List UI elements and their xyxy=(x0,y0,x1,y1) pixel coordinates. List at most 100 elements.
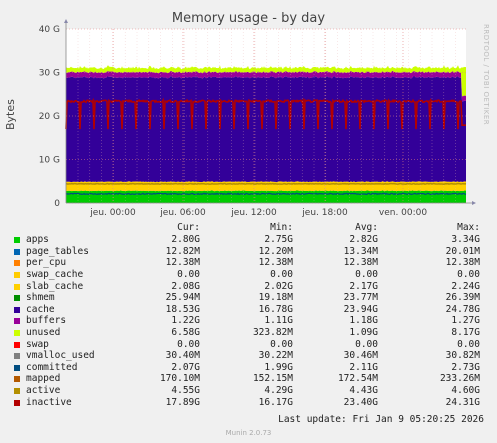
last-update-text: Last update: Fri Jan 9 05:20:25 2026 xyxy=(278,414,484,425)
legend-column-header: Min: xyxy=(270,222,293,233)
y-tick-label: 10 G xyxy=(39,156,60,166)
legend-series-name: unused xyxy=(26,327,61,338)
legend-row-vmalloc_used: vmalloc_used 30.40M 30.22M 30.46M 30.82M xyxy=(0,350,497,362)
legend-value-cur: 0.00 xyxy=(177,269,200,280)
legend-series-name: apps xyxy=(26,234,49,246)
y-tick-label: 30 G xyxy=(39,69,60,79)
legend-value-min: 12.38M xyxy=(258,257,293,269)
legend-value-cur: 2.08G xyxy=(171,280,200,292)
legend-series-name: vmalloc_used xyxy=(26,350,95,362)
legend-value-min: 0.00 xyxy=(270,269,293,280)
legend-value-cur: 1.22G xyxy=(171,315,200,327)
legend-value-avg: 0.00 xyxy=(355,338,378,350)
legend-value-cur: 2.07G xyxy=(171,361,200,373)
area-buffers xyxy=(66,70,466,102)
legend-value-avg: 172.54M xyxy=(337,373,378,385)
legend-value-cur: 4.55G xyxy=(171,385,200,396)
y-tick-label: 0 xyxy=(54,199,60,209)
legend-value-min: 323.82M xyxy=(252,327,293,338)
legend-value-avg: 23.94G xyxy=(343,303,378,315)
legend-value-min: 16.17G xyxy=(258,396,293,408)
legend-swatch xyxy=(14,237,20,244)
legend-header: Cur: Min: Avg: Max: xyxy=(0,222,497,234)
legend-value-min: 1.11G xyxy=(264,315,293,327)
legend-row-slab_cache: slab_cache 2.08G 2.02G 2.17G 2.24G xyxy=(0,281,497,293)
legend-value-avg: 4.43G xyxy=(349,385,378,396)
chart-title: Memory usage - by day xyxy=(171,11,326,26)
legend-value-max: 24.78G xyxy=(445,303,480,315)
legend-swatch xyxy=(14,341,20,348)
legend-row-unused: unused 6.58G 323.82M 1.09G 8.17G xyxy=(0,327,497,339)
legend-value-max: 4.60G xyxy=(451,385,480,396)
legend-swatch xyxy=(14,260,20,267)
area-cache xyxy=(66,76,466,183)
legend-series-name: mapped xyxy=(26,373,61,385)
legend-row-buffers: buffers 1.22G 1.11G 1.18G 1.27G xyxy=(0,315,497,327)
legend-value-cur: 25.94M xyxy=(165,292,200,304)
legend-value-min: 1.99G xyxy=(264,361,293,373)
line-inactive xyxy=(65,97,466,130)
legend-swatch xyxy=(14,295,20,302)
legend-series-name: shmem xyxy=(26,292,55,304)
legend-value-max: 1.27G xyxy=(451,315,480,327)
legend-value-avg: 12.38M xyxy=(343,257,378,269)
legend-column-header: Avg: xyxy=(355,222,378,233)
legend-value-cur: 2.80G xyxy=(171,234,200,246)
legend-value-max: 8.17G xyxy=(451,327,480,338)
legend-value-avg: 23.40G xyxy=(343,396,378,408)
x-tick-label: jeu. 00:00 xyxy=(89,208,136,218)
x-tick-label: ven. 00:00 xyxy=(379,208,427,218)
y-tick-label: 40 G xyxy=(39,25,60,35)
legend-value-avg: 1.18G xyxy=(349,315,378,327)
legend-value-max: 12.38M xyxy=(445,257,480,269)
legend-row-active: active 4.55G 4.29G 4.43G 4.60G xyxy=(0,385,497,397)
legend-value-min: 0.00 xyxy=(270,338,293,350)
legend-series-name: active xyxy=(26,385,61,396)
legend-value-max: 20.01M xyxy=(445,245,480,257)
legend-series-name: swap_cache xyxy=(26,269,84,280)
legend-row-swap: swap 0.00 0.00 0.00 0.00 xyxy=(0,339,497,351)
area-unused xyxy=(66,65,466,97)
legend-value-max: 0.00 xyxy=(457,338,480,350)
legend-value-avg: 30.46M xyxy=(343,350,378,362)
line-committed xyxy=(65,192,467,196)
rrdtool-side-label: RRDTOOL / TOBI OETIKER xyxy=(482,24,490,126)
legend-series-name: page_tables xyxy=(26,245,89,257)
legend-value-cur: 0.00 xyxy=(177,338,200,350)
legend-row-mapped: mapped 170.10M 152.15M 172.54M 233.26M xyxy=(0,373,497,385)
legend-series-name: swap xyxy=(26,338,49,350)
legend-row-page_tables: page_tables 12.82M 12.20M 13.34M 20.01M xyxy=(0,246,497,258)
legend-value-avg: 23.77M xyxy=(343,292,378,304)
y-tick-label: 20 G xyxy=(39,112,60,122)
legend-value-max: 0.00 xyxy=(457,269,480,280)
legend-swatch xyxy=(14,318,20,325)
legend-value-cur: 18.53G xyxy=(165,303,200,315)
legend-value-max: 2.24G xyxy=(451,280,480,292)
legend-value-min: 16.78G xyxy=(258,303,293,315)
legend-value-cur: 12.38M xyxy=(165,257,200,269)
legend-row-per_cpu: per_cpu 12.38M 12.38M 12.38M 12.38M xyxy=(0,257,497,269)
legend-swatch xyxy=(14,388,20,394)
legend-value-max: 30.82M xyxy=(445,350,480,362)
legend-row-inactive: inactive 17.89G 16.17G 23.40G 24.31G xyxy=(0,397,497,409)
legend-value-min: 2.75G xyxy=(264,234,293,246)
legend-column-header: Max: xyxy=(457,222,480,233)
legend-row-swap_cache: swap_cache 0.00 0.00 0.00 0.00 xyxy=(0,269,497,281)
legend-row-cache: cache 18.53G 16.78G 23.94G 24.78G xyxy=(0,304,497,316)
legend-value-avg: 2.17G xyxy=(349,280,378,292)
legend-value-max: 2.73G xyxy=(451,361,480,373)
legend-value-min: 152.15M xyxy=(252,373,293,385)
area-apps xyxy=(66,190,466,203)
legend-series-name: slab_cache xyxy=(26,280,84,292)
x-tick-label: jeu. 18:00 xyxy=(301,208,348,218)
legend-series-name: per_cpu xyxy=(26,257,67,269)
legend-series-name: buffers xyxy=(26,315,67,327)
x-tick-label: jeu. 12:00 xyxy=(230,208,277,218)
area-slab_cache xyxy=(66,181,466,192)
legend-value-max: 3.34G xyxy=(451,234,480,246)
x-axis-arrow xyxy=(472,201,476,205)
legend-value-min: 2.02G xyxy=(264,280,293,292)
legend-swatch xyxy=(14,399,20,406)
legend-swatch xyxy=(14,353,20,360)
memory-chart: 0 10 G 20 G 30 G 40 G jeu. 00:00 jeu. 06:00 jeu… xyxy=(39,19,476,218)
